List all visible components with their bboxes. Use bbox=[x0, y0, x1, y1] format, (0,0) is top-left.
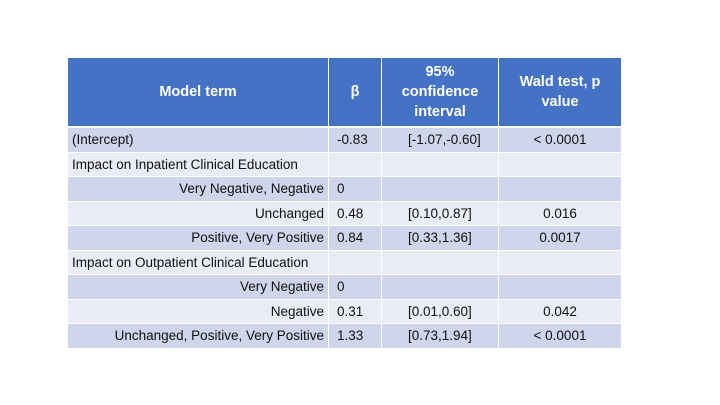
p-value-cell: < 0.0001 bbox=[499, 324, 621, 349]
beta-cell: 0.48 bbox=[329, 201, 382, 226]
beta-cell bbox=[329, 152, 382, 177]
header-model-term: Model term bbox=[68, 58, 329, 128]
beta-cell: 0 bbox=[329, 177, 382, 202]
p-value-cell: 0.016 bbox=[499, 201, 621, 226]
p-value-cell: 0.0017 bbox=[499, 226, 621, 251]
beta-cell: -0.83 bbox=[329, 128, 382, 153]
term-cell: Impact on Inpatient Clinical Education bbox=[68, 152, 329, 177]
ci-cell bbox=[382, 152, 499, 177]
p-value-cell bbox=[499, 177, 621, 202]
table-row: Very Negative, Negative 0 bbox=[68, 177, 621, 202]
term-cell: Positive, Very Positive bbox=[68, 226, 329, 251]
term-cell: (Intercept) bbox=[68, 128, 329, 153]
p-value-cell bbox=[499, 275, 621, 300]
header-wald-p-value: Wald test, p value bbox=[499, 58, 621, 128]
table-row: Unchanged, Positive, Very Positive 1.33 … bbox=[68, 324, 621, 349]
ci-cell: [0.33,1.36] bbox=[382, 226, 499, 251]
beta-cell: 0.31 bbox=[329, 299, 382, 324]
regression-table: Model term β 95% confidence interval Wal… bbox=[68, 58, 621, 349]
ci-cell: [0.01,0.60] bbox=[382, 299, 499, 324]
beta-cell bbox=[329, 250, 382, 275]
term-cell: Very Negative bbox=[68, 275, 329, 300]
ci-cell bbox=[382, 250, 499, 275]
ci-cell: [0.73,1.94] bbox=[382, 324, 499, 349]
ci-cell bbox=[382, 177, 499, 202]
header-confidence-interval: 95% confidence interval bbox=[382, 58, 499, 128]
p-value-cell: 0.042 bbox=[499, 299, 621, 324]
p-value-cell: < 0.0001 bbox=[499, 128, 621, 153]
table-row: Impact on Inpatient Clinical Education bbox=[68, 152, 621, 177]
table-row: Positive, Very Positive 0.84 [0.33,1.36]… bbox=[68, 226, 621, 251]
table-row: Negative 0.31 [0.01,0.60] 0.042 bbox=[68, 299, 621, 324]
term-cell: Negative bbox=[68, 299, 329, 324]
table-row: Impact on Outpatient Clinical Education bbox=[68, 250, 621, 275]
beta-cell: 1.33 bbox=[329, 324, 382, 349]
term-cell: Very Negative, Negative bbox=[68, 177, 329, 202]
ci-cell: [-1.07,-0.60] bbox=[382, 128, 499, 153]
table-row: (Intercept) -0.83 [-1.07,-0.60] < 0.0001 bbox=[68, 128, 621, 153]
beta-cell: 0.84 bbox=[329, 226, 382, 251]
p-value-cell bbox=[499, 250, 621, 275]
table-row: Unchanged 0.48 [0.10,0.87] 0.016 bbox=[68, 201, 621, 226]
term-cell: Unchanged bbox=[68, 201, 329, 226]
p-value-cell bbox=[499, 152, 621, 177]
table-header-row: Model term β 95% confidence interval Wal… bbox=[68, 58, 621, 128]
ci-cell: [0.10,0.87] bbox=[382, 201, 499, 226]
table-row: Very Negative 0 bbox=[68, 275, 621, 300]
beta-cell: 0 bbox=[329, 275, 382, 300]
header-beta: β bbox=[329, 58, 382, 128]
ci-cell bbox=[382, 275, 499, 300]
term-cell: Unchanged, Positive, Very Positive bbox=[68, 324, 329, 349]
term-cell: Impact on Outpatient Clinical Education bbox=[68, 250, 329, 275]
